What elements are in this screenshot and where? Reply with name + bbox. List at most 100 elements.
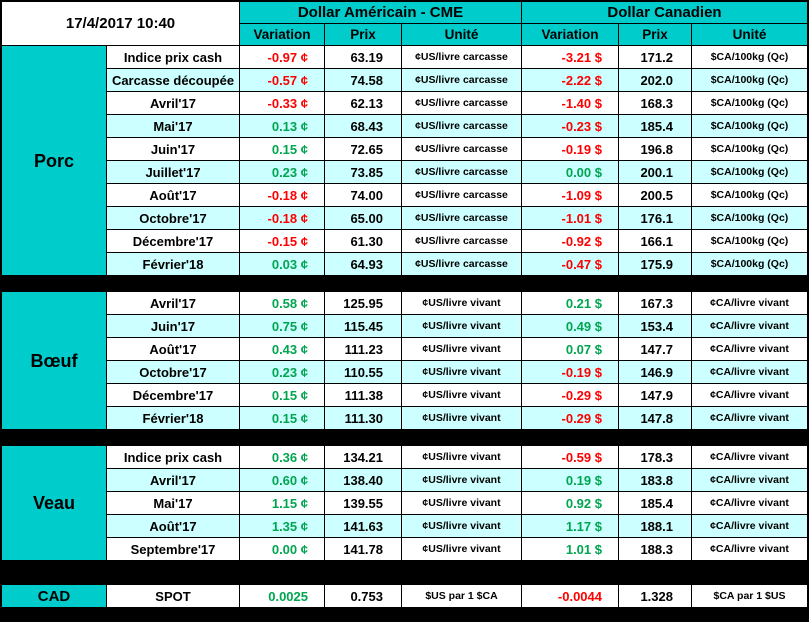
row-label: Avril'17 bbox=[107, 292, 239, 314]
us-prix-value: 73.85 bbox=[325, 161, 401, 183]
row-label: Septembre'17 bbox=[107, 538, 239, 560]
section-title-porc: Porc bbox=[2, 46, 106, 275]
us-unit-label: ¢US/livre vivant bbox=[402, 384, 521, 406]
table-row: Décembre'17 0.15 ¢ 111.38 ¢US/livre vivant -… bbox=[107, 384, 807, 406]
us-variation-value: 0.15 ¢ bbox=[240, 138, 324, 160]
sections-container: Porc Indice prix cash -0.97 ¢ 63.19 ¢US/livr… bbox=[2, 46, 807, 607]
ca-unit-label: $CA/100kg (Qc) bbox=[692, 253, 807, 275]
us-unit-label: ¢US/livre vivant bbox=[402, 492, 521, 514]
ca-prix-value: 185.4 bbox=[619, 492, 691, 514]
table-row: Mai'17 0.13 ¢ 68.43 ¢US/livre carcasse -0.23… bbox=[107, 115, 807, 137]
section-veau: Veau Indice prix cash 0.36 ¢ 134.21 ¢US/livr… bbox=[2, 446, 807, 560]
ca-variation-value: -0.19 $ bbox=[522, 361, 618, 383]
us-unit-label: ¢US/livre carcasse bbox=[402, 253, 521, 275]
row-label: Décembre'17 bbox=[107, 230, 239, 252]
table-row: Indice prix cash -0.97 ¢ 63.19 ¢US/livre ca… bbox=[107, 46, 807, 68]
row-label: Avril'17 bbox=[107, 92, 239, 114]
table-row: Août'17 0.43 ¢ 111.23 ¢US/livre vivant 0.07 … bbox=[107, 338, 807, 360]
ca-prix-value: 146.9 bbox=[619, 361, 691, 383]
ca-unit-label: ¢CA/livre vivant bbox=[692, 515, 807, 537]
us-prix-value: 64.93 bbox=[325, 253, 401, 275]
ca-prix-value: 200.1 bbox=[619, 161, 691, 183]
row-label: Mai'17 bbox=[107, 115, 239, 137]
us-prix-value: 68.43 bbox=[325, 115, 401, 137]
us-unit-label: ¢US/livre vivant bbox=[402, 538, 521, 560]
usd-section-title: Dollar Américain - CME bbox=[240, 2, 521, 23]
ca-prix-value: 147.9 bbox=[619, 384, 691, 406]
ca-variation-value: -0.29 $ bbox=[522, 384, 618, 406]
ca-unit-label: $CA/100kg (Qc) bbox=[692, 92, 807, 114]
row-label: Février'18 bbox=[107, 407, 239, 429]
us-prix-value: 0.753 bbox=[325, 585, 401, 607]
ca-prix-value: 168.3 bbox=[619, 92, 691, 114]
section-cad: CAD SPOT 0.0025 0.753 $US par 1 $CA -0.0044 1.… bbox=[2, 585, 807, 607]
ca-variation-value: -0.59 $ bbox=[522, 446, 618, 468]
ca-prix-value: 167.3 bbox=[619, 292, 691, 314]
us-prix-value: 111.23 bbox=[325, 338, 401, 360]
us-prix-value: 74.00 bbox=[325, 184, 401, 206]
ca-prix-value: 175.9 bbox=[619, 253, 691, 275]
us-prix-value: 141.63 bbox=[325, 515, 401, 537]
row-label: Février'18 bbox=[107, 253, 239, 275]
table-row: Avril'17 -0.33 ¢ 62.13 ¢US/livre carcasse -1… bbox=[107, 92, 807, 114]
ca-unit-label: $CA/100kg (Qc) bbox=[692, 138, 807, 160]
us-unit-label: ¢US/livre vivant bbox=[402, 515, 521, 537]
ca-unit-label: ¢CA/livre vivant bbox=[692, 338, 807, 360]
ca-prix-value: 183.8 bbox=[619, 469, 691, 491]
table-row: Avril'17 0.58 ¢ 125.95 ¢US/livre vivant 0.21… bbox=[107, 292, 807, 314]
us-variation-value: -0.33 ¢ bbox=[240, 92, 324, 114]
ca-prix-value: 147.7 bbox=[619, 338, 691, 360]
table-row: Octobre'17 0.23 ¢ 110.55 ¢US/livre vivant -0… bbox=[107, 361, 807, 383]
ca-unit-label: ¢CA/livre vivant bbox=[692, 315, 807, 337]
ca-variation-value: -0.47 $ bbox=[522, 253, 618, 275]
us-unit-label: ¢US/livre carcasse bbox=[402, 115, 521, 137]
us-prix-value: 62.13 bbox=[325, 92, 401, 114]
us-prix-value: 115.45 bbox=[325, 315, 401, 337]
us-prix-value: 72.65 bbox=[325, 138, 401, 160]
row-label: Indice prix cash bbox=[107, 46, 239, 68]
usd-col-unite: Unité bbox=[402, 24, 521, 45]
ca-variation-value: -0.92 $ bbox=[522, 230, 618, 252]
ca-variation-value: 0.49 $ bbox=[522, 315, 618, 337]
us-variation-value: 1.35 ¢ bbox=[240, 515, 324, 537]
ca-unit-label: ¢CA/livre vivant bbox=[692, 292, 807, 314]
ca-prix-value: 166.1 bbox=[619, 230, 691, 252]
table-row: Octobre'17 -0.18 ¢ 65.00 ¢US/livre carcasse… bbox=[107, 207, 807, 229]
ca-variation-value: -1.01 $ bbox=[522, 207, 618, 229]
us-variation-value: -0.18 ¢ bbox=[240, 184, 324, 206]
us-unit-label: ¢US/livre carcasse bbox=[402, 138, 521, 160]
ca-prix-value: 202.0 bbox=[619, 69, 691, 91]
us-unit-label: ¢US/livre carcasse bbox=[402, 161, 521, 183]
ca-unit-label: ¢CA/livre vivant bbox=[692, 384, 807, 406]
row-label: Août'17 bbox=[107, 184, 239, 206]
table-row: Mai'17 1.15 ¢ 139.55 ¢US/livre vivant 0.92 $… bbox=[107, 492, 807, 514]
ca-prix-value: 147.8 bbox=[619, 407, 691, 429]
ca-variation-value: -0.29 $ bbox=[522, 407, 618, 429]
ca-variation-value: -1.09 $ bbox=[522, 184, 618, 206]
row-label: Octobre'17 bbox=[107, 361, 239, 383]
datetime: 17/4/2017 10:40 bbox=[2, 2, 239, 45]
us-prix-value: 125.95 bbox=[325, 292, 401, 314]
table-row: Août'17 -0.18 ¢ 74.00 ¢US/livre carcasse -1.… bbox=[107, 184, 807, 206]
ca-unit-label: $CA/100kg (Qc) bbox=[692, 46, 807, 68]
ca-prix-value: 188.3 bbox=[619, 538, 691, 560]
cad-col-variation: Variation bbox=[522, 24, 618, 45]
ca-variation-value: -2.22 $ bbox=[522, 69, 618, 91]
ca-unit-label: $CA/100kg (Qc) bbox=[692, 207, 807, 229]
us-prix-value: 111.30 bbox=[325, 407, 401, 429]
row-label: Juin'17 bbox=[107, 315, 239, 337]
table-row: Août'17 1.35 ¢ 141.63 ¢US/livre vivant 1.17 … bbox=[107, 515, 807, 537]
table-row: Février'18 0.03 ¢ 64.93 ¢US/livre carcasse -… bbox=[107, 253, 807, 275]
us-variation-value: 0.43 ¢ bbox=[240, 338, 324, 360]
ca-unit-label: $CA/100kg (Qc) bbox=[692, 69, 807, 91]
ca-variation-value: 0.00 $ bbox=[522, 161, 618, 183]
us-variation-value: 0.15 ¢ bbox=[240, 384, 324, 406]
ca-prix-value: 200.5 bbox=[619, 184, 691, 206]
us-variation-value: 0.15 ¢ bbox=[240, 407, 324, 429]
us-variation-value: 1.15 ¢ bbox=[240, 492, 324, 514]
row-label: SPOT bbox=[107, 585, 239, 607]
ca-unit-label: ¢CA/livre vivant bbox=[692, 469, 807, 491]
cad-col-prix: Prix bbox=[619, 24, 691, 45]
us-variation-value: 0.00 ¢ bbox=[240, 538, 324, 560]
us-variation-value: -0.18 ¢ bbox=[240, 207, 324, 229]
